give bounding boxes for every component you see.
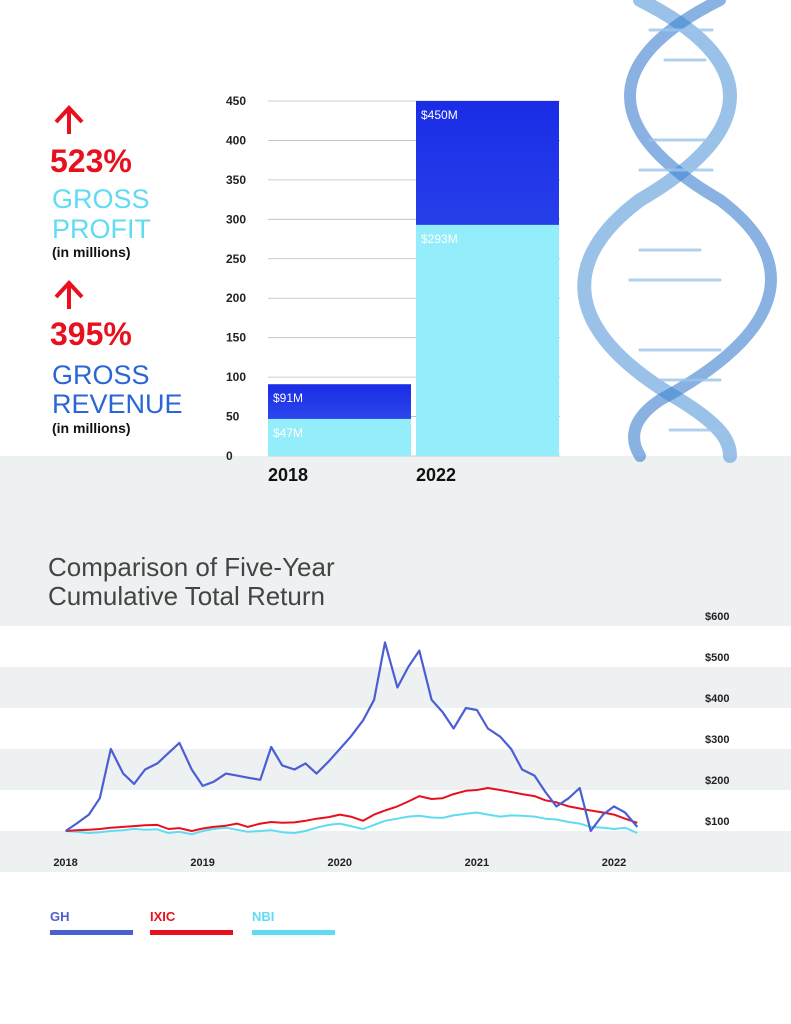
stat-label: GROSS [52,360,150,390]
y-tick-label: 250 [226,252,246,266]
y-tick-label: $300 [705,734,729,746]
y-tick-label: $600 [705,611,729,623]
y-tick-label: 100 [226,370,246,384]
line [65,787,638,832]
chart-title: Comparison of Five-Year [48,552,335,582]
y-tick-label: $500 [705,652,729,664]
x-tick-label: 2019 [190,857,214,869]
y-tick-label: 350 [226,173,246,187]
y-tick-label: $100 [705,816,729,828]
x-tick-label: 2020 [328,857,352,869]
x-tick-label: 2022 [602,857,626,869]
x-tick-label: 2018 [53,857,77,869]
stat-note: (in millions) [52,420,131,436]
stat-label: REVENUE [52,389,183,419]
line [65,811,638,836]
data-label: $293M [421,232,458,246]
y-tick-label: 50 [226,410,240,424]
y-tick-label: 150 [226,331,246,345]
dna-decoration [577,0,777,463]
y-tick-label: 0 [226,449,233,463]
y-tick-label: 450 [226,94,246,108]
legend-swatch [252,930,335,935]
legend-label: IXIC [150,909,176,924]
stat-label: PROFIT [52,214,151,244]
y-tick-label: 400 [226,133,246,147]
legend-label: GH [50,909,70,924]
legend-label: NBI [252,909,274,924]
y-tick-label: $400 [705,693,729,705]
stat-value: 523% [50,143,132,179]
data-label: $91M [273,391,303,405]
stat-label: GROSS [52,184,150,214]
grid-band [0,626,791,667]
y-tick-label: $200 [705,775,729,787]
x-tick-label: 2022 [416,465,456,485]
line [64,641,639,833]
y-tick-label: 200 [226,291,246,305]
data-label: $47M [273,426,303,440]
legend-swatch [150,930,233,935]
chart-title: Cumulative Total Return [48,581,325,611]
y-tick-label: 300 [226,212,246,226]
x-tick-label: 2018 [268,465,308,485]
arrow-up [54,105,84,309]
grid-band [0,790,791,831]
bar [268,418,411,456]
bar [416,224,559,456]
legend-swatch [50,930,133,935]
grid-band [0,708,791,749]
data-label: $450M [421,108,458,122]
x-tick-label: 2021 [465,857,489,869]
stat-note: (in millions) [52,244,131,260]
stat-value: 395% [50,316,132,352]
